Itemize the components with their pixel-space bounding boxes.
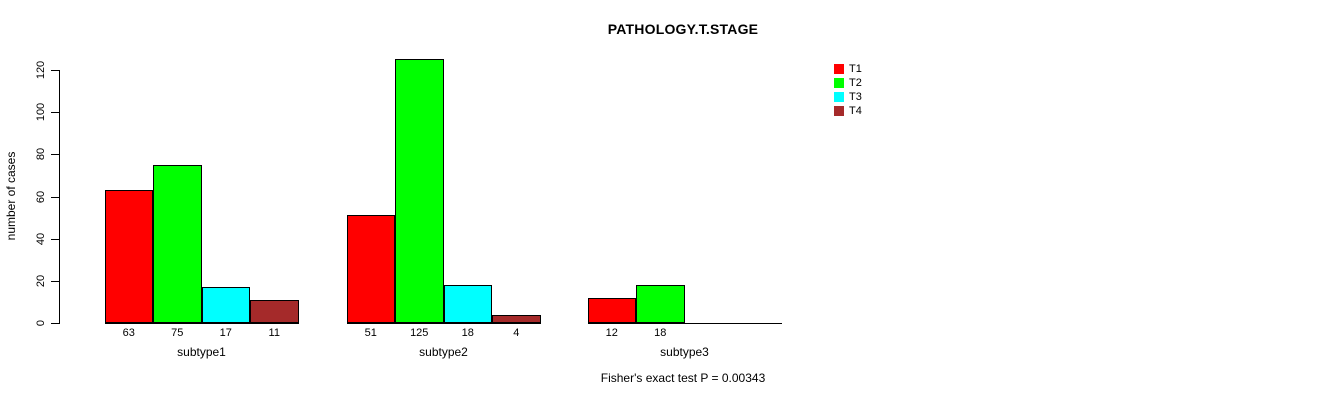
bar-value-label: 51	[364, 327, 377, 339]
y-tick	[51, 154, 59, 156]
bar	[492, 314, 541, 323]
y-tick	[51, 70, 59, 71]
legend-label: T2	[849, 77, 862, 89]
y-tick	[51, 323, 59, 324]
y-tick-label: 60	[35, 190, 47, 203]
y-tick-label: 80	[35, 148, 47, 161]
x-axis-label: subtype3	[660, 345, 709, 359]
legend-label: T4	[849, 105, 862, 117]
bar	[636, 285, 685, 323]
bar	[587, 297, 636, 323]
bar	[395, 59, 444, 323]
y-tick-label: 40	[35, 232, 47, 245]
legend-label: T3	[849, 91, 862, 103]
bar-value-label: 4	[513, 327, 520, 339]
y-tick-label: 120	[35, 60, 47, 80]
bar-value-label: 18	[654, 327, 667, 339]
bar	[104, 190, 153, 323]
bar-value-label: 11	[268, 327, 280, 339]
x-axis-label: subtype1	[177, 345, 226, 359]
axis-baseline	[587, 323, 782, 324]
y-tick	[51, 280, 59, 282]
stat-annotation: Fisher's exact test P = 0.00343	[600, 371, 766, 385]
bar	[443, 285, 492, 323]
legend-swatch	[834, 106, 844, 116]
y-axis-line	[59, 70, 60, 324]
legend-swatch	[834, 92, 844, 102]
bar	[153, 164, 202, 323]
bar-value-label: 125	[410, 327, 429, 339]
bar-value-label: 75	[171, 327, 184, 339]
legend-label: T1	[849, 63, 862, 75]
x-axis-label: subtype2	[419, 345, 468, 359]
y-tick-label: 20	[35, 274, 47, 287]
y-axis-title: number of cases	[4, 151, 18, 241]
y-tick-label: 0	[35, 319, 47, 327]
bar-value-label: 12	[605, 327, 618, 339]
legend-swatch	[834, 64, 844, 74]
bar	[201, 287, 250, 323]
legend-swatch	[834, 78, 844, 88]
y-tick-label: 100	[35, 102, 47, 122]
axis-baseline	[104, 323, 299, 324]
chart-title: PATHOLOGY.T.STAGE	[607, 21, 759, 37]
bar	[346, 215, 395, 323]
bar-value-label: 17	[219, 327, 232, 339]
bar-value-label: 18	[461, 327, 474, 339]
y-tick	[51, 238, 59, 240]
axis-baseline	[346, 323, 541, 324]
bar-value-label: 63	[122, 327, 135, 339]
bar	[250, 299, 299, 323]
y-tick	[51, 196, 59, 198]
y-tick	[51, 112, 59, 114]
